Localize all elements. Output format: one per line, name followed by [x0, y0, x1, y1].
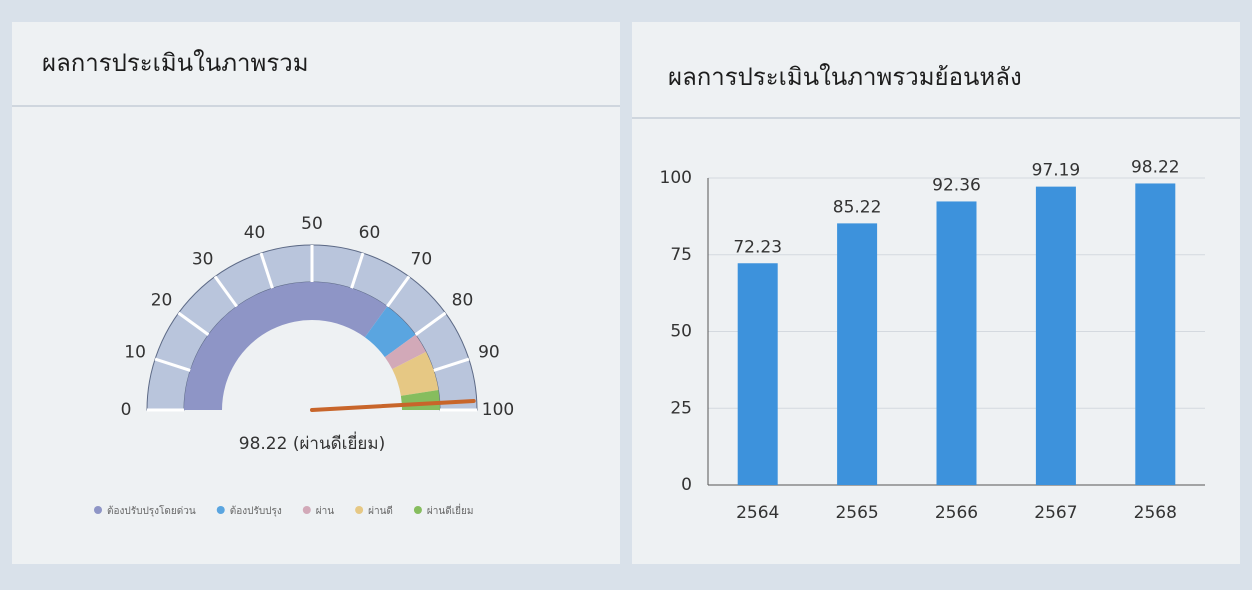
gauge-tick-label: 50	[301, 214, 323, 234]
y-tick-label: 100	[660, 168, 692, 188]
y-tick-label: 0	[681, 475, 692, 495]
legend-swatch	[303, 506, 311, 514]
bar-value-label: 92.36	[932, 175, 981, 195]
legend-swatch	[217, 506, 225, 514]
legend-label: ผ่านดีเยี่ยม	[427, 503, 474, 517]
gauge-tick-label: 70	[411, 250, 433, 270]
legend-swatch	[94, 506, 102, 514]
bar	[937, 201, 977, 485]
legend-label: ต้องปรับปรุงโดยด่วน	[107, 504, 196, 517]
legend-swatch	[414, 506, 422, 514]
x-tick-label: 2565	[835, 503, 878, 523]
gauge-tick-label: 20	[151, 291, 173, 311]
panel-title: ผลการประเมินในภาพรวม	[42, 49, 309, 77]
x-tick-label: 2567	[1034, 503, 1077, 523]
legend-label: ต้องปรับปรุง	[230, 505, 282, 517]
gauge-tick-label: 90	[478, 343, 500, 363]
dashboard: ผลการประเมินในภาพรวม ผลการประเมินในภาพรว…	[0, 0, 1252, 590]
bar	[1036, 187, 1076, 485]
bar	[1135, 183, 1175, 485]
panel-title: ผลการประเมินในภาพรวมย้อนหลัง	[668, 63, 1022, 91]
x-tick-label: 2568	[1134, 503, 1177, 523]
y-tick-label: 75	[670, 245, 692, 265]
gauge-value-label: 98.22 (ผ่านดีเยี่ยม)	[239, 431, 385, 454]
gauge-tick-label: 40	[244, 223, 266, 243]
gauge-tick-label: 10	[124, 343, 146, 363]
bar-value-label: 85.22	[833, 197, 882, 217]
bar-value-label: 97.19	[1032, 161, 1081, 181]
legend-swatch	[355, 506, 363, 514]
x-tick-label: 2566	[935, 503, 978, 523]
bar-value-label: 72.23	[733, 237, 782, 257]
page: ผลการประเมินในภาพรวม ผลการประเมินในภาพรว…	[0, 0, 1252, 590]
y-tick-label: 50	[670, 322, 692, 342]
gauge-tick-label: 30	[192, 250, 214, 270]
bar-value-label: 98.22	[1131, 157, 1180, 177]
gauge-tick-label: 0	[121, 400, 132, 420]
gauge-tick-label: 100	[482, 400, 514, 420]
gauge-tick-label: 60	[359, 223, 381, 243]
bar	[738, 263, 778, 485]
legend-label: ผ่าน	[316, 506, 334, 517]
bar	[837, 223, 877, 485]
x-tick-label: 2564	[736, 503, 779, 523]
legend-label: ผ่านดี	[368, 505, 393, 517]
gauge-tick-label: 80	[452, 291, 474, 311]
y-tick-label: 25	[670, 398, 692, 418]
